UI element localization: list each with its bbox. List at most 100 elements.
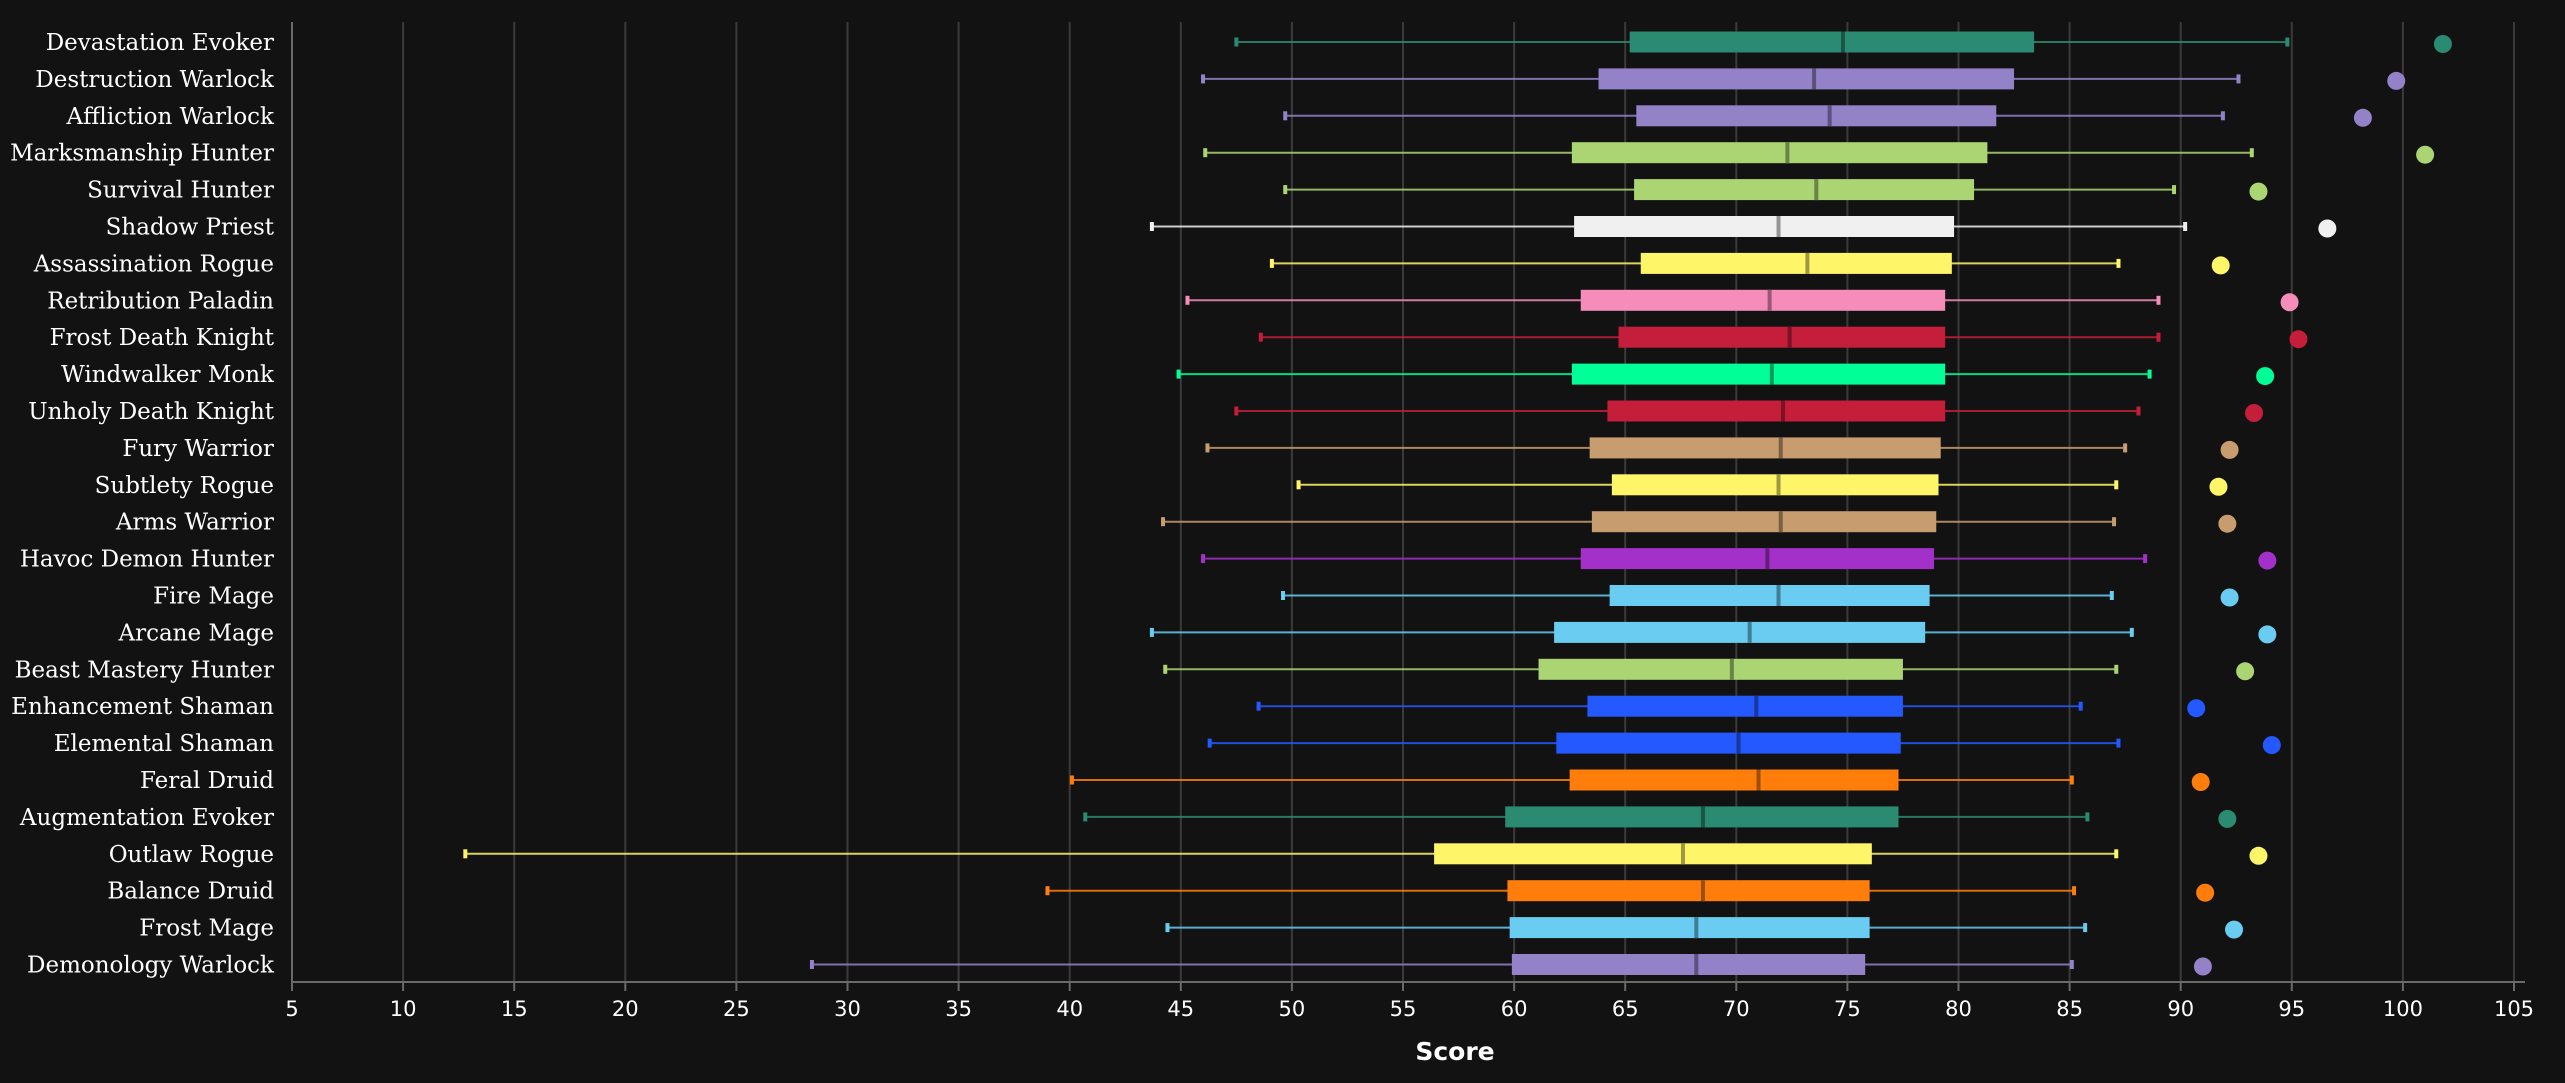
- x-tick-label-65: 65: [1612, 997, 1639, 1021]
- whisker-min-cap: [1201, 74, 1206, 84]
- whisker-max-cap: [2116, 258, 2121, 268]
- x-tick-label-50: 50: [1279, 997, 1306, 1021]
- median-marker: [1747, 621, 1752, 643]
- box-frost-mage: [1165, 917, 2244, 939]
- x-tick-label-105: 105: [2494, 997, 2534, 1021]
- whisker-min-cap: [1269, 258, 1274, 268]
- iqr-box: [1598, 68, 2015, 90]
- spec-label-arms-warrior: Arms Warrior: [115, 510, 274, 536]
- iqr-box: [1571, 363, 1946, 385]
- x-tick-label-15: 15: [501, 997, 528, 1021]
- top-score-point: [2220, 440, 2239, 459]
- top-score-point: [2196, 883, 2215, 902]
- x-tick-label-80: 80: [1945, 997, 1972, 1021]
- whisker-min-cap: [1149, 222, 1154, 231]
- whisker-min-cap: [1205, 443, 1210, 453]
- iqr-box: [1618, 326, 1946, 348]
- x-tick-label-40: 40: [1056, 997, 1083, 1021]
- whisker-min-cap: [1234, 406, 1239, 416]
- box-enhancement-shaman: [1256, 695, 2206, 718]
- iqr-box: [1589, 437, 1941, 459]
- box-elemental-shaman: [1207, 732, 2281, 755]
- median-marker: [1812, 68, 1817, 90]
- iqr-box: [1509, 917, 1870, 939]
- whisker-max-cap: [2083, 923, 2088, 933]
- iqr-box: [1580, 548, 1935, 570]
- top-score-point: [2416, 145, 2435, 164]
- whisker-max-cap: [2114, 480, 2119, 490]
- median-marker: [1767, 289, 1772, 311]
- spec-label-shadow-priest: Shadow Priest: [106, 215, 275, 241]
- spec-label-augmentation-evoker: Augmentation Evoker: [19, 805, 274, 831]
- box-retribution-paladin: [1185, 289, 2299, 312]
- whisker-min-cap: [1256, 701, 1261, 711]
- x-tick-label-5: 5: [285, 997, 298, 1021]
- iqr-box: [1587, 695, 1903, 717]
- median-marker: [1776, 216, 1781, 237]
- whisker-min-cap: [1283, 111, 1288, 121]
- spec-labels: Devastation Evoker Destruction Warlock Aff…: [10, 30, 275, 979]
- box-augmentation-evoker: [1083, 806, 2237, 828]
- median-marker: [1700, 806, 1705, 828]
- spec-label-balance-druid: Balance Druid: [107, 879, 274, 905]
- top-score-point: [2209, 477, 2228, 496]
- box-fury-warrior: [1205, 437, 2239, 459]
- whisker-max-cap: [2143, 554, 2148, 564]
- whisker-min-cap: [1283, 185, 1288, 195]
- whisker-min-cap: [1203, 148, 1208, 158]
- x-tick-label-35: 35: [945, 997, 972, 1021]
- whisker-min-cap: [463, 849, 468, 859]
- top-score-point: [2433, 35, 2452, 53]
- whisker-max-cap: [2069, 775, 2074, 785]
- x-axis-title: Score: [1415, 1037, 1494, 1066]
- x-tick-label-10: 10: [390, 997, 417, 1021]
- whisker-max-cap: [2069, 960, 2074, 969]
- spec-label-devastation-evoker: Devastation Evoker: [46, 30, 274, 56]
- spec-label-fire-mage: Fire Mage: [153, 584, 274, 610]
- whisker-min-cap: [1083, 812, 1088, 822]
- box-shadow-priest: [1149, 216, 2337, 238]
- spec-label-feral-druid: Feral Druid: [140, 768, 274, 794]
- iqr-box: [1511, 954, 1866, 975]
- iqr-box: [1538, 658, 1903, 680]
- whisker-min-cap: [1163, 664, 1168, 674]
- x-tick-label-20: 20: [612, 997, 639, 1021]
- top-score-point: [2387, 71, 2406, 90]
- iqr-box: [1611, 474, 1939, 496]
- iqr-box: [1434, 843, 1872, 865]
- whisker-min-cap: [1281, 591, 1286, 600]
- spec-label-affliction-warlock: Affliction Warlock: [66, 104, 276, 130]
- x-tick-label-95: 95: [2278, 997, 2305, 1021]
- median-marker: [1700, 880, 1705, 902]
- x-tick-label-100: 100: [2383, 997, 2423, 1021]
- whisker-max-cap: [2249, 148, 2254, 158]
- top-score-point: [2258, 625, 2277, 644]
- spec-label-outlaw-rogue: Outlaw Rogue: [109, 842, 274, 868]
- whisker-max-cap: [2136, 406, 2141, 416]
- whisker-max-cap: [2078, 701, 2083, 711]
- iqr-box: [1629, 31, 2035, 53]
- whisker-max-cap: [2114, 664, 2119, 674]
- spec-label-survival-hunter: Survival Hunter: [87, 178, 274, 204]
- box-devastation-evoker: [1234, 31, 2452, 53]
- top-score-point: [2256, 367, 2275, 386]
- spec-label-enhancement-shaman: Enhancement Shaman: [11, 694, 274, 720]
- x-tick-label-55: 55: [1390, 997, 1417, 1021]
- median-marker: [1694, 954, 1699, 975]
- median-marker: [1778, 511, 1783, 533]
- whisker-min-cap: [1069, 775, 1074, 785]
- whisker-min-cap: [1176, 369, 1181, 379]
- spec-label-destruction-warlock: Destruction Warlock: [35, 67, 275, 93]
- whisker-max-cap: [2085, 812, 2090, 822]
- top-score-point: [2353, 108, 2372, 127]
- whisker-max-cap: [2156, 295, 2161, 305]
- iqr-box: [1591, 511, 1937, 533]
- whisker-max-cap: [2123, 443, 2128, 453]
- median-marker: [1769, 363, 1774, 385]
- whisker-min-cap: [1045, 886, 1050, 896]
- box-windwalker-monk: [1176, 363, 2275, 386]
- spec-label-unholy-death-knight: Unholy Death Knight: [28, 399, 275, 425]
- x-tick-label-85: 85: [2056, 997, 2083, 1021]
- whisker-min-cap: [1296, 480, 1301, 490]
- x-tick-label-45: 45: [1167, 997, 1194, 1021]
